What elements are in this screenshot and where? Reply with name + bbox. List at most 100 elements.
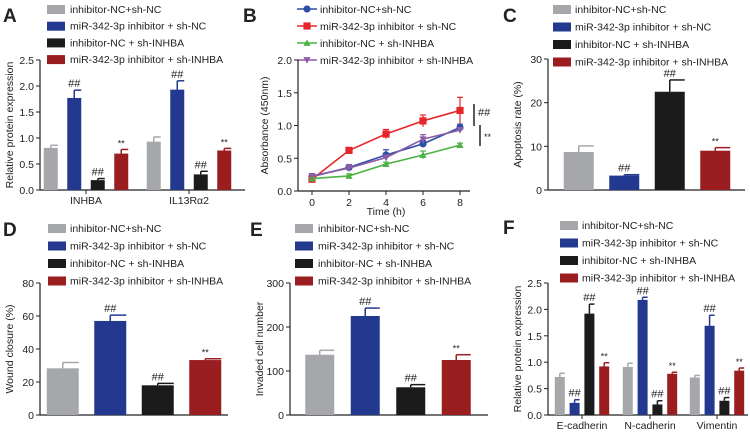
y-tick-label: 0.0 — [19, 185, 34, 197]
significance-mark: ## — [636, 285, 649, 297]
legend-label: inhibitor-NC + sh-INHBA — [320, 38, 434, 50]
y-tick-label: 2.0 — [527, 304, 542, 316]
bar — [193, 174, 208, 190]
legend-swatch — [560, 221, 578, 230]
legend-label: miR-342-3p inhibitor + sh-INHBA — [582, 273, 735, 285]
y-axis-label: Invaded cell number — [254, 301, 266, 396]
legend-swatch — [47, 38, 65, 48]
bar — [350, 316, 380, 415]
legend-swatch — [553, 22, 571, 32]
legend-label: miR-342-3p inhibitor + sh-NC — [582, 238, 719, 250]
x-axis-label: Time (h) — [367, 206, 406, 218]
x-tick-label: N-cadherin — [624, 420, 676, 432]
significance-mark: ## — [478, 107, 491, 119]
legend-swatch — [295, 241, 313, 251]
bar — [396, 387, 426, 415]
legend-swatch — [48, 224, 66, 233]
y-axis-label: Wound closure (%) — [4, 304, 16, 393]
bar — [599, 366, 610, 415]
bar — [441, 360, 471, 415]
y-axis-label: Apoptosis rate (%) — [512, 81, 524, 167]
legend-label: miR-342-3p inhibitor + sh-NC — [320, 21, 457, 33]
bar — [734, 370, 745, 415]
bar — [141, 385, 174, 415]
y-tick-label: 2.0 — [277, 55, 292, 67]
panel-letter: E — [250, 220, 263, 241]
legend-swatch — [560, 256, 578, 265]
y-tick-label: 1.5 — [527, 331, 542, 343]
bar — [94, 320, 127, 415]
y-tick-label: 30 — [530, 54, 542, 66]
significance-mark: ## — [651, 389, 664, 401]
y-tick-label: 0.0 — [527, 410, 542, 422]
bar — [609, 175, 640, 190]
bar — [719, 400, 730, 415]
x-tick-label: Vimentin — [697, 420, 738, 432]
legend-swatch — [48, 276, 66, 286]
y-tick-label: 200 — [266, 322, 284, 334]
y-tick-label: 1.5 — [277, 88, 292, 100]
panel-letter: C — [503, 6, 517, 27]
legend-label: miR-342-3p inhibitor + sh-NC — [575, 22, 712, 34]
x-tick-label: INHBA — [70, 195, 102, 207]
triangle-down-marker — [382, 154, 390, 162]
legend-swatch — [47, 5, 65, 14]
x-tick-label: 4 — [383, 197, 389, 209]
legend-label: inhibitor-NC + sh-INHBA — [70, 37, 184, 49]
legend-swatch — [48, 241, 66, 251]
triangle-up-marker — [382, 160, 390, 168]
triangle-up-marker — [303, 39, 311, 46]
bar — [46, 368, 79, 415]
significance-mark: ## — [583, 292, 596, 304]
bar — [67, 97, 82, 190]
bar — [667, 373, 678, 415]
bar — [652, 404, 663, 415]
significance-mark: ** — [118, 138, 126, 148]
legend-label: miR-342-3p inhibitor + sh-INHBA — [320, 55, 473, 67]
significance-mark: ## — [618, 163, 631, 175]
y-tick-label: 0 — [28, 410, 34, 422]
legend-swatch — [47, 55, 65, 65]
significance-mark: ** — [712, 137, 720, 147]
legend-swatch — [295, 224, 313, 233]
square-marker — [419, 117, 427, 125]
bar — [689, 377, 700, 415]
bar — [569, 402, 580, 415]
significance-mark: ** — [736, 357, 744, 367]
significance-mark: ** — [669, 361, 677, 371]
y-tick-label: 300 — [266, 278, 284, 290]
legend-label: inhibitor-NC + sh-INHBA — [318, 258, 432, 270]
bar — [563, 152, 594, 190]
y-tick-label: 1.5 — [19, 107, 34, 119]
y-tick-label: 1.0 — [19, 133, 34, 145]
triangle-up-marker — [419, 151, 427, 158]
legend-swatch — [48, 259, 66, 268]
legend-label: inhibitor-NC+sh-NC — [575, 4, 667, 16]
legend-swatch — [553, 40, 571, 49]
legend-swatch — [553, 57, 571, 67]
significance-mark: ## — [92, 167, 105, 179]
significance-mark: ## — [152, 371, 165, 383]
y-axis-label: Relative protein expression — [4, 62, 16, 189]
legend-swatch — [553, 5, 571, 14]
x-tick-label: IL13Rα2 — [169, 195, 209, 207]
y-tick-label: 20 — [530, 98, 542, 110]
legend-swatch — [295, 259, 313, 268]
legend-swatch — [560, 273, 578, 283]
triangle-up-marker — [456, 141, 464, 149]
y-tick-label: 0.5 — [19, 159, 34, 171]
y-tick-label: 60 — [22, 311, 34, 323]
panel-letter: F — [503, 218, 515, 239]
y-tick-label: 1.0 — [527, 357, 542, 369]
legend-swatch — [47, 21, 65, 31]
y-tick-label: 20 — [22, 377, 34, 389]
square-marker — [303, 22, 311, 30]
significance-mark: ** — [202, 348, 210, 358]
square-marker — [345, 146, 353, 154]
bar — [146, 141, 161, 190]
bar — [704, 325, 715, 415]
bar — [622, 366, 633, 415]
significance-mark: ## — [664, 68, 677, 80]
